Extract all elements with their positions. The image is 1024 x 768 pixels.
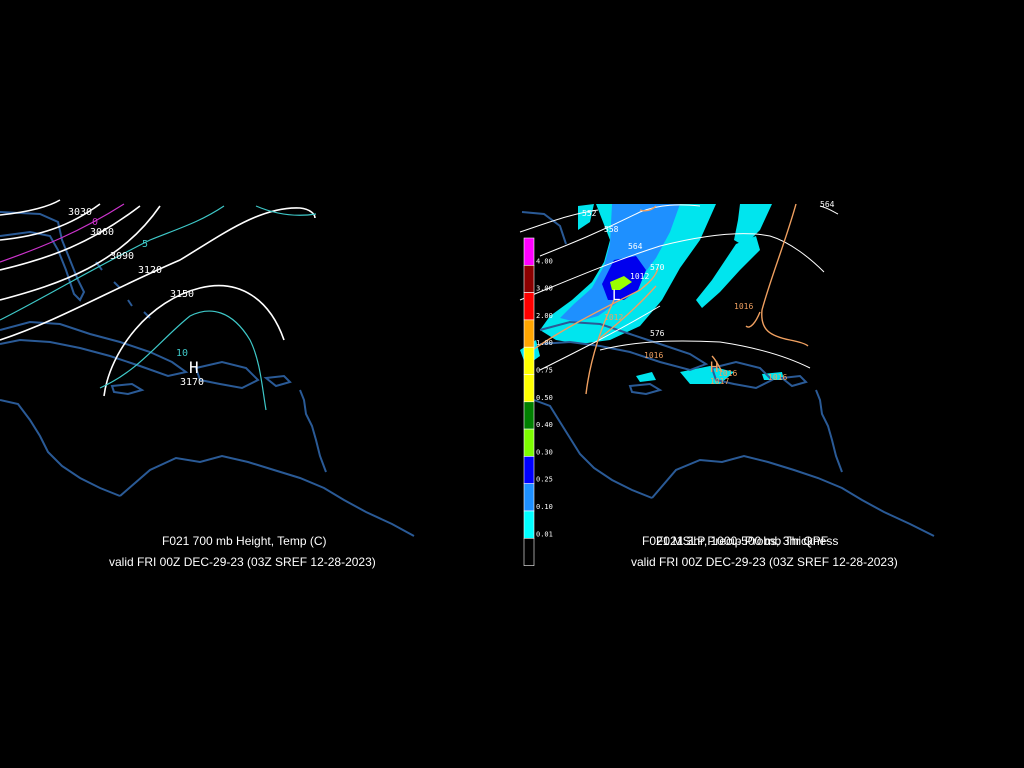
low-center-value: 1012	[630, 272, 649, 281]
low-pressure-marker: L	[612, 288, 620, 304]
left-coastlines	[0, 211, 415, 537]
legend-swatch	[523, 264, 535, 293]
left-height-labels: 3030 3060 3090 3120 3150	[68, 207, 194, 300]
thickness-contours	[519, 204, 839, 371]
legend-swatch	[523, 237, 535, 266]
mslp-label: 1016	[734, 302, 753, 311]
legend-label: 1.00	[536, 339, 553, 347]
legend-label: 0.75	[536, 367, 553, 375]
temp-label: 5	[142, 239, 148, 250]
legend-swatch	[523, 510, 535, 539]
mslp-label: 1012	[604, 313, 623, 322]
thickness-label: 558	[604, 225, 619, 234]
left-temp-labels: 0 5 10	[92, 217, 188, 359]
thickness-label: 564	[820, 200, 835, 209]
legend-label: 2.00	[536, 312, 553, 320]
height-label: 3060	[90, 227, 114, 238]
legend-label: 0.50	[536, 394, 553, 402]
thickness-label: 564	[628, 242, 643, 251]
thickness-labels: 552 558 564 570 576 564	[582, 200, 835, 338]
temp-label: 10	[176, 348, 188, 359]
mslp-labels: 1016 1012 1016 1016 1016	[604, 302, 787, 382]
legend-label: 0.01	[536, 530, 553, 538]
legend-swatch	[523, 319, 535, 348]
precip-legend: 4.00 3.00 2.00 1.00 0.75 0.50 0.40 0.30 0.25 0.10…	[523, 237, 553, 566]
left-caption-valid: valid FRI 00Z DEC-29-23 (03Z SREF 12-28-…	[109, 555, 376, 569]
thickness-label: 552	[582, 209, 597, 218]
legend-swatch	[523, 374, 535, 403]
legend-swatch	[523, 292, 535, 321]
right-caption-valid: valid FRI 00Z DEC-29-23 (03Z SREF 12-28-…	[631, 555, 898, 569]
legend-label: 4.00	[536, 257, 553, 265]
precip-shading	[520, 204, 784, 384]
high-center-value: 1017	[710, 377, 729, 386]
mslp-contours	[523, 203, 809, 395]
height-label: 3150	[170, 289, 194, 300]
legend-label: 0.10	[536, 503, 553, 511]
legend-swatch	[523, 346, 535, 375]
left-temp-contours	[0, 203, 317, 411]
legend-label: 3.00	[536, 285, 553, 293]
right-map-panel: 552 558 564 570 576 564 1016 1012 1016 1…	[519, 200, 935, 569]
height-label: 3090	[110, 251, 134, 262]
mslp-label: 1016	[644, 351, 663, 360]
height-label: 3120	[138, 265, 162, 276]
height-label: 3030	[68, 207, 92, 218]
high-pressure-marker: H	[710, 360, 718, 376]
high-pressure-marker: H	[189, 358, 199, 377]
legend-swatch	[523, 456, 535, 484]
thickness-label: 570	[650, 263, 665, 272]
legend-label: 0.25	[536, 476, 553, 484]
right-coastlines	[521, 211, 935, 537]
legend-swatch	[523, 483, 535, 512]
legend-swatch	[523, 401, 535, 430]
left-map-panel: 3030 3060 3090 3120 3150 0 5 10 H 3170 F…	[0, 199, 415, 569]
mslp-label: 1016	[718, 369, 737, 378]
legend-swatch	[523, 537, 535, 566]
right-caption-title-a: F021 MSLP, 1000-500 mb Thickness	[642, 534, 838, 548]
legend-label: 0.30	[536, 448, 553, 456]
legend-label: 0.40	[536, 421, 553, 429]
thickness-label: 576	[650, 329, 665, 338]
left-caption-title: F021 700 mb Height, Temp (C)	[162, 534, 327, 548]
temp-label: 0	[92, 217, 98, 228]
left-height-contours	[0, 199, 316, 397]
legend-swatch	[523, 428, 535, 457]
high-center-value: 3170	[180, 377, 204, 388]
mslp-label: 1016	[768, 373, 787, 382]
right-caption-title-b: F021 3hr Precip Probs, 3hr QPF	[656, 534, 828, 548]
